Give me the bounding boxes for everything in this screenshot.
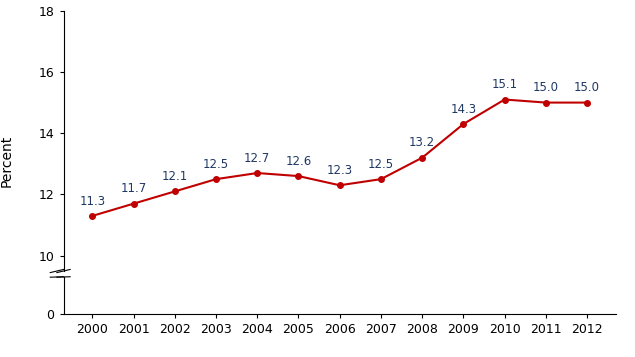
Text: 12.6: 12.6 (285, 155, 312, 168)
Text: Percent: Percent (0, 135, 13, 187)
Text: 15.1: 15.1 (491, 78, 518, 91)
Text: 15.0: 15.0 (533, 81, 559, 94)
Text: 12.5: 12.5 (203, 158, 229, 171)
Text: 11.3: 11.3 (79, 195, 105, 207)
Text: 12.3: 12.3 (326, 164, 353, 177)
Text: 13.2: 13.2 (409, 136, 435, 149)
Text: 14.3: 14.3 (450, 103, 476, 116)
Text: 15.0: 15.0 (574, 81, 600, 94)
Text: 11.7: 11.7 (121, 182, 147, 195)
Text: 12.7: 12.7 (244, 152, 271, 165)
Text: 12.1: 12.1 (162, 170, 188, 183)
Text: 12.5: 12.5 (368, 158, 394, 171)
